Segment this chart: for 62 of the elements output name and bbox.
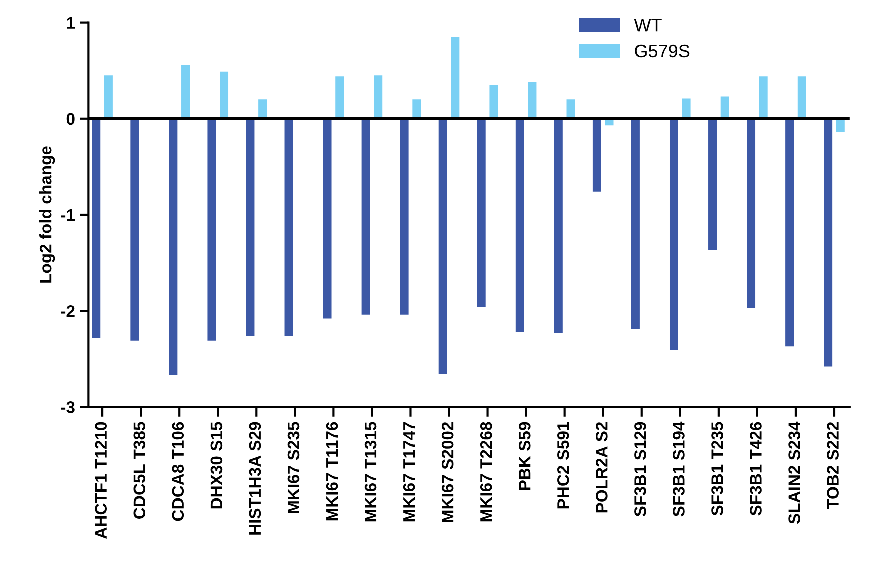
bar bbox=[130, 118, 140, 341]
bar bbox=[362, 118, 370, 315]
bar bbox=[104, 76, 113, 119]
bar bbox=[208, 118, 216, 341]
bar bbox=[336, 76, 344, 119]
bar bbox=[412, 100, 422, 119]
x-tick-label: TOB2 S222 bbox=[827, 422, 839, 510]
bar bbox=[708, 118, 717, 251]
x-tick-label: MKI67 S235 bbox=[288, 422, 300, 514]
bar bbox=[798, 76, 806, 119]
x-tick-label: PHC2 S591 bbox=[558, 422, 570, 509]
x-tick-label: HIST1H3A S29 bbox=[249, 422, 262, 535]
bar bbox=[284, 118, 294, 336]
x-tick-label: DHX30 S15 bbox=[210, 422, 223, 509]
bar bbox=[400, 118, 409, 315]
x-tick-label: SF3B1 S194 bbox=[673, 422, 685, 517]
x-tick-label: POLR2A S2 bbox=[596, 422, 608, 513]
x-tick-label: SF3B1 T235 bbox=[712, 422, 724, 516]
x-tick-label: SLAIN2 S234 bbox=[788, 422, 800, 524]
bar bbox=[323, 118, 332, 319]
x-tick-label: SF3B1 S129 bbox=[634, 422, 646, 517]
y-tick-label: 0 bbox=[66, 113, 75, 126]
x-tick-label: MKI67 T2268 bbox=[480, 422, 492, 522]
x-tick-label: CDCA8 T106 bbox=[172, 422, 184, 522]
x-tick-label: SF3B1 T426 bbox=[750, 422, 762, 516]
bar bbox=[720, 96, 730, 119]
y-tick-label: -2 bbox=[61, 305, 75, 318]
bar bbox=[169, 118, 178, 376]
y-axis-title: Log2 fold change bbox=[40, 146, 56, 283]
bar bbox=[747, 118, 756, 308]
bar bbox=[516, 118, 524, 332]
bar bbox=[246, 118, 255, 336]
bar bbox=[824, 118, 833, 367]
legend-label: WT bbox=[634, 19, 662, 32]
y-tick-label: 1 bbox=[67, 17, 76, 29]
bar bbox=[92, 118, 101, 338]
y-tick-label: -3 bbox=[61, 402, 75, 414]
bar bbox=[528, 82, 537, 119]
bar bbox=[592, 118, 602, 192]
bar bbox=[477, 118, 486, 308]
bar bbox=[374, 76, 383, 119]
legend-label: G579S bbox=[635, 44, 690, 58]
bar bbox=[258, 100, 268, 119]
bar bbox=[786, 118, 794, 347]
bar bbox=[451, 37, 460, 119]
bar bbox=[670, 118, 678, 350]
bar bbox=[438, 118, 448, 374]
bar bbox=[759, 76, 768, 119]
x-tick-label: MKI67 T1315 bbox=[364, 422, 377, 522]
bar bbox=[182, 65, 190, 119]
bar bbox=[490, 85, 498, 119]
bar bbox=[220, 72, 229, 119]
x-tick-label: PBK S59 bbox=[518, 422, 531, 490]
x-tick-label: MKI67 T1747 bbox=[403, 422, 416, 522]
bar bbox=[682, 98, 691, 119]
x-tick-label: MKI67 T1176 bbox=[326, 422, 338, 521]
x-tick-label: MKI67 S2002 bbox=[442, 422, 454, 523]
bar bbox=[554, 118, 563, 334]
x-tick-label: AHCTF1 T1210 bbox=[95, 422, 108, 539]
x-tick-label: CDC5L T385 bbox=[134, 422, 146, 519]
bar bbox=[631, 118, 640, 330]
y-tick-label: -1 bbox=[61, 210, 76, 222]
